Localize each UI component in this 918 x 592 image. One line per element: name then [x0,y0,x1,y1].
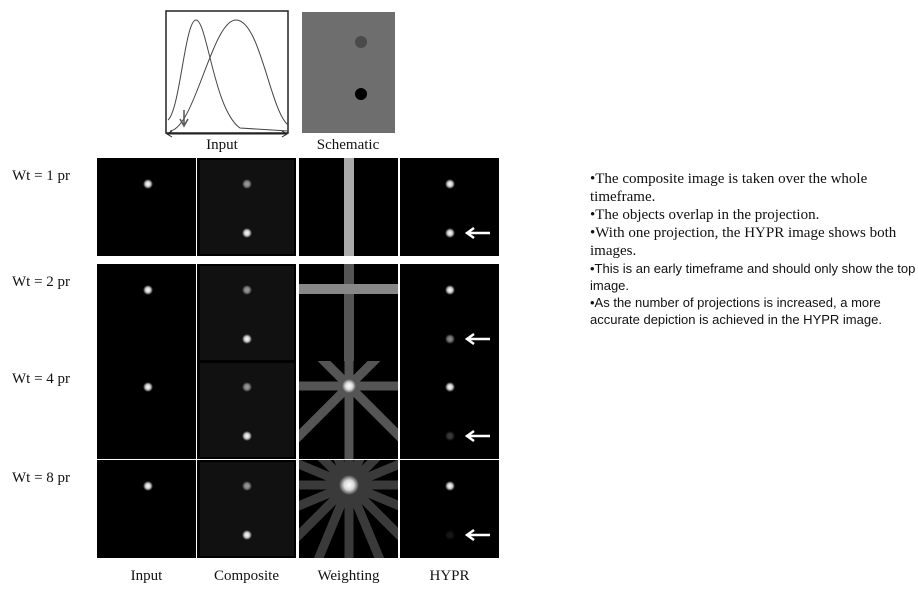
streaks [200,266,294,360]
dot [445,285,455,295]
dot [143,481,153,491]
row-label: Wt = 4 pr [12,371,70,387]
label: Input [206,137,238,153]
notes: •The composite image is taken over the w… [590,170,918,328]
dot [355,88,367,100]
dot [445,179,455,189]
projection [299,284,398,294]
page: Input Schematic Wt = 1 pr Wt = 2 pr Wt = 4… [0,0,918,592]
dot [242,285,252,295]
projection [344,158,354,256]
panel [97,264,196,362]
panel [97,460,196,558]
dot [143,285,153,295]
dot [445,382,455,392]
column-label: Input [131,568,163,584]
dot [242,431,252,441]
dot [445,334,455,344]
panel [97,361,196,459]
dot [143,179,153,189]
dot [445,431,455,441]
column-label: Weighting [317,568,380,584]
dot [242,228,252,238]
figure: Input Schematic Wt = 1 pr Wt = 2 pr Wt = 4… [0,0,580,592]
streaks [200,462,294,556]
bullet: •As the number of projections is increas… [590,294,918,328]
projection [344,264,354,362]
streaks [200,363,294,457]
streaks [200,160,294,254]
dot [355,36,367,48]
panel [400,158,499,256]
row-label: Wt = 8 pr [12,470,70,486]
panel [400,361,499,459]
dot [339,475,359,495]
row-label: Wt = 1 pr [12,168,70,184]
column-label: HYPR [429,568,469,584]
column-label: Composite [214,568,279,584]
dot [342,379,356,393]
bullet: •This is an early timeframe and should o… [590,260,918,294]
panel [400,264,499,362]
dot [242,334,252,344]
dot [445,228,455,238]
dot [242,530,252,540]
bullet: •The objects overlap in the projection. [590,206,918,224]
dot [242,382,252,392]
dot [143,382,153,392]
panel [97,158,196,256]
bullet: •The composite image is taken over the w… [590,170,918,206]
label: Schematic [317,137,380,153]
dot [445,530,455,540]
panel [400,460,499,558]
row-label: Wt = 2 pr [12,274,70,290]
dot [242,481,252,491]
dot [445,481,455,491]
bullet: •With one projection, the HYPR image sho… [590,224,918,260]
schematic [302,12,395,133]
dot [242,179,252,189]
